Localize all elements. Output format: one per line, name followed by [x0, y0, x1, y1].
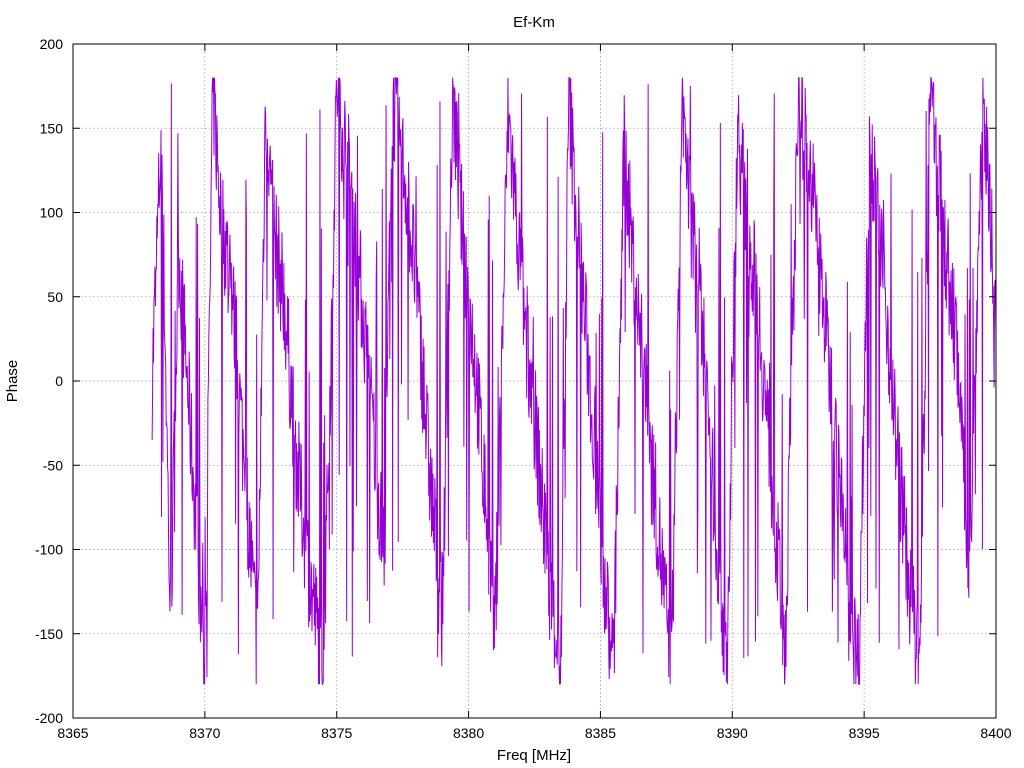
y-tick-label: 200 — [40, 36, 64, 52]
series-group — [151, 76, 997, 685]
chart-title: Ef-Km — [513, 14, 555, 31]
y-tick-label: -150 — [35, 626, 63, 642]
x-tick-label: 8390 — [717, 725, 748, 741]
y-tick-label: 150 — [40, 120, 64, 136]
x-axis: 8365 8370 8375 8380 8385 8390 8395 8400 — [57, 44, 1012, 741]
x-tick-label: 8385 — [585, 725, 616, 741]
y-tick-label: -200 — [35, 710, 63, 726]
x-tick-label: 8380 — [453, 725, 484, 741]
x-tick-label: 8400 — [980, 725, 1011, 741]
y-tick-label: -50 — [43, 457, 63, 473]
x-tick-label: 8395 — [849, 725, 880, 741]
y-tick-label: 0 — [55, 373, 63, 389]
y-axis-label: Phase — [4, 360, 21, 403]
x-axis-label: Freq [MHz] — [497, 747, 571, 764]
x-tick-label: 8365 — [57, 725, 88, 741]
y-tick-label: -100 — [35, 542, 63, 558]
x-tick-label: 8375 — [321, 725, 352, 741]
y-tick-label: 50 — [47, 289, 63, 305]
y-axis: -200 -150 -100 -50 0 50 100 150 200 — [35, 36, 996, 726]
phase-line — [151, 76, 997, 685]
y-tick-label: 100 — [40, 205, 64, 221]
x-tick-label: 8370 — [189, 725, 220, 741]
